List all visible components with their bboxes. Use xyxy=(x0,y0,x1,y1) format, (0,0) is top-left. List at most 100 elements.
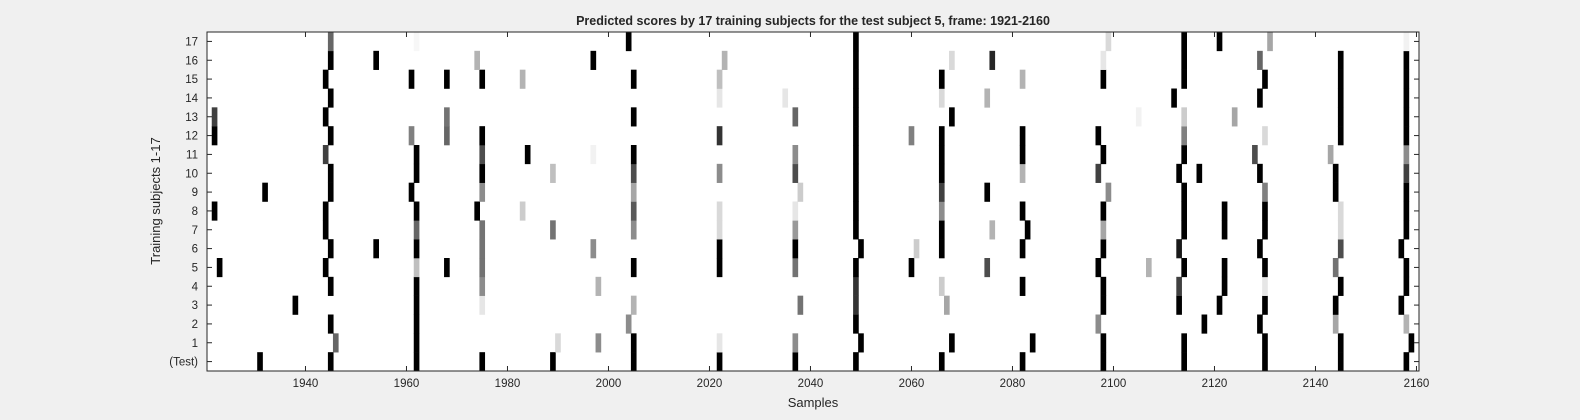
heatmap-cell xyxy=(1257,314,1263,334)
heatmap-cell xyxy=(984,182,991,202)
heatmap-cell xyxy=(630,107,637,127)
heatmap-cell xyxy=(797,182,804,202)
heatmap-cell xyxy=(989,220,996,240)
y-tick-label: 4 xyxy=(192,281,199,293)
heatmap-cell xyxy=(1337,107,1344,127)
y-tick-label: 8 xyxy=(192,206,198,218)
heatmap-cell xyxy=(716,88,723,108)
y-tick-label: 17 xyxy=(185,36,198,48)
x-axis-ticks: 1940 1960 1980 2000 2020 2040 2060 2080 2100 2120… xyxy=(293,32,1430,390)
heatmap-cell xyxy=(782,88,789,108)
heatmap-cell xyxy=(211,126,218,146)
heatmap-cell xyxy=(630,295,637,315)
heatmap-cell xyxy=(479,69,486,89)
heatmap-cell xyxy=(1398,239,1405,259)
heatmap-cell xyxy=(1019,126,1026,146)
heatmap-cell xyxy=(262,182,268,202)
heatmap-cell xyxy=(716,220,723,240)
heatmap-cell xyxy=(322,107,329,127)
heatmap-cell xyxy=(1221,258,1228,278)
heatmap-cell xyxy=(949,107,955,127)
heatmap-cell xyxy=(1181,32,1187,52)
heatmap-cell xyxy=(630,182,637,202)
y-tick-label: 6 xyxy=(192,244,198,256)
x-tick-label: 1960 xyxy=(394,378,420,390)
heatmap-cell xyxy=(1100,220,1107,240)
heatmap-cell xyxy=(479,258,486,278)
heatmap-cells xyxy=(211,32,1415,372)
heatmap-cell xyxy=(625,314,632,334)
x-tick-label: 2080 xyxy=(1000,378,1026,390)
heatmap-cell xyxy=(1095,163,1102,183)
heatmap-cell xyxy=(1262,126,1268,146)
x-tick-label: 2060 xyxy=(899,378,925,390)
heatmap-cell xyxy=(716,163,723,183)
heatmap-cell xyxy=(792,352,799,372)
x-tick-label: 2140 xyxy=(1303,378,1329,390)
heatmap-cell xyxy=(413,352,420,372)
heatmap-cell xyxy=(1100,50,1107,70)
heatmap-cell xyxy=(1181,126,1187,146)
heatmap-cell xyxy=(1262,333,1268,353)
heatmap-cell xyxy=(1105,182,1112,202)
heatmap-cell xyxy=(792,163,799,183)
heatmap-cell xyxy=(1019,239,1026,259)
heatmap-cell xyxy=(211,107,218,127)
heatmap-cell xyxy=(595,276,602,296)
heatmap-cell xyxy=(792,107,799,127)
heatmap-cell xyxy=(1231,107,1238,127)
heatmap-cell xyxy=(1332,182,1339,202)
plot-frame xyxy=(206,31,1420,372)
heatmap-cell xyxy=(1024,220,1031,240)
heatmap-cell xyxy=(444,258,450,278)
heatmap-cell xyxy=(1181,145,1187,165)
heatmap-cell xyxy=(1337,239,1344,259)
heatmap-cell xyxy=(1398,295,1405,315)
heatmap-cell xyxy=(1337,126,1344,146)
x-tick-label: 2000 xyxy=(596,378,622,390)
heatmap-cell xyxy=(858,239,864,259)
heatmap-cell xyxy=(1262,276,1268,296)
y-tick-label: 12 xyxy=(185,131,198,143)
heatmap-cell xyxy=(479,295,486,315)
heatmap-cell xyxy=(444,107,450,127)
heatmap-cell xyxy=(1019,163,1026,183)
heatmap-cell xyxy=(716,201,723,221)
heatmap-cell xyxy=(858,333,864,353)
heatmap-cell xyxy=(853,163,859,183)
y-tick-label: (Test) xyxy=(169,357,198,369)
heatmap-cell xyxy=(1181,107,1187,127)
heatmap-cell xyxy=(327,314,334,334)
heatmap-cell xyxy=(1403,163,1410,183)
heatmap-cell xyxy=(1201,314,1208,334)
heatmap-cell xyxy=(853,201,859,221)
heatmap-cell xyxy=(1019,145,1026,165)
heatmap-cell xyxy=(408,126,415,146)
heatmap-cell xyxy=(716,69,723,89)
heatmap-cell xyxy=(1408,333,1415,353)
heatmap-cell xyxy=(938,126,945,146)
heatmap-cell xyxy=(1181,352,1187,372)
heatmap-cell xyxy=(938,145,945,165)
heatmap-cell xyxy=(373,50,379,70)
heatmap-cell xyxy=(413,314,420,334)
y-tick-label: 5 xyxy=(192,262,198,274)
heatmap-cell xyxy=(1100,333,1107,353)
heatmap-cell xyxy=(1216,32,1223,52)
heatmap-cell xyxy=(590,50,597,70)
heatmap-cell xyxy=(630,333,637,353)
heatmap-cell xyxy=(792,145,799,165)
heatmap-cell xyxy=(413,239,420,259)
heatmap-cell xyxy=(413,32,420,52)
heatmap-cell xyxy=(1181,201,1187,221)
heatmap-cell xyxy=(989,50,996,70)
heatmap-cell xyxy=(1100,295,1107,315)
heatmap-cell xyxy=(1403,182,1410,202)
heatmap-cell xyxy=(792,333,799,353)
heatmap-cell xyxy=(550,220,556,240)
heatmap-cell xyxy=(1403,220,1410,240)
heatmap-cell xyxy=(595,333,602,353)
heatmap-cell xyxy=(1403,32,1410,52)
x-tick-label: 2160 xyxy=(1404,378,1430,390)
heatmap-cell xyxy=(716,258,723,278)
